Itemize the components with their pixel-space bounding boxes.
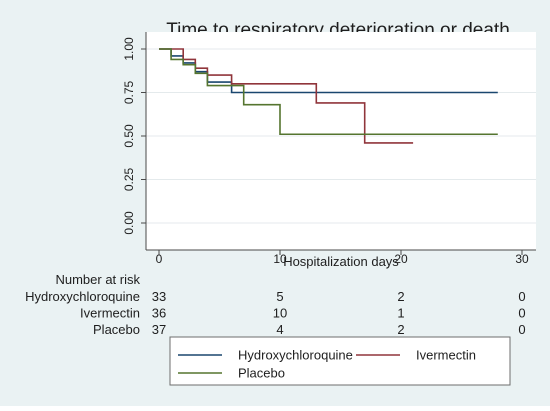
legend: Hydroxychloroquine Ivermectin Placebo [169, 336, 511, 386]
y-tick-label: 1.00 [122, 37, 136, 61]
y-axis: 0.00 0.25 0.50 0.75 1.00 [122, 32, 147, 250]
risk-cell: 0 [518, 306, 525, 321]
y-tick-label: 0.25 [122, 167, 136, 191]
risk-row-label: Ivermectin [80, 306, 140, 321]
series-line-ivermectin [159, 48, 414, 144]
legend-box [169, 336, 511, 386]
risk-row-label: Hydroxychloroquine [25, 289, 140, 304]
risk-cell: 37 [152, 322, 166, 337]
legend-label: Hydroxychloroquine [238, 348, 353, 363]
risk-cell: 33 [152, 289, 166, 304]
risk-cell: 0 [518, 322, 525, 337]
y-tick-label: 0.75 [122, 80, 136, 104]
x-axis: 0 10 20 30 [146, 249, 536, 266]
risk-cell: 0 [518, 289, 525, 304]
x-tick-label: 10 [273, 252, 287, 266]
legend-label: Ivermectin [416, 348, 476, 363]
risk-row-label: Placebo [93, 322, 140, 337]
risk-cell: 1 [397, 306, 404, 321]
series-layer [159, 48, 498, 144]
x-tick-label: 30 [515, 252, 529, 266]
risk-table-header: Number at risk [55, 272, 140, 287]
risk-cell: 4 [276, 322, 283, 337]
x-tick-label: 20 [394, 252, 408, 266]
series-line-placebo [159, 48, 498, 136]
y-tick-label: 0.00 [122, 211, 136, 235]
x-tick-label: 0 [156, 252, 163, 266]
legend-label: Placebo [238, 366, 285, 381]
risk-cell: 36 [152, 306, 166, 321]
risk-cell: 2 [397, 289, 404, 304]
x-axis-label: Hospitalization days [283, 254, 399, 269]
risk-cell: 2 [397, 322, 404, 337]
risk-cell: 10 [273, 306, 287, 321]
plot-area [146, 32, 536, 250]
risk-cell: 5 [276, 289, 283, 304]
y-tick-label: 0.50 [122, 124, 136, 148]
